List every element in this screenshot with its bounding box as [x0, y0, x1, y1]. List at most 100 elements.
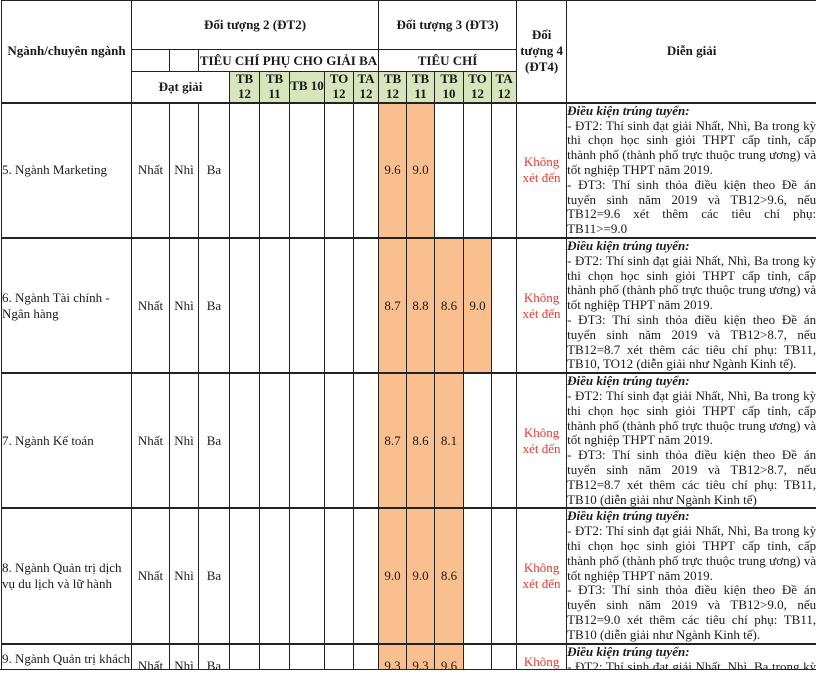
header-row-2: TIÊU CHÍ PHỤ CHO GIẢI BA TIÊU CHÍ [2, 49, 816, 72]
dt2-tb11-cell [259, 372, 290, 509]
dt2-ta12-cell [352, 237, 380, 374]
dt3-tb10-cell [434, 101, 465, 239]
explanation-dt2-line: - ĐT2: Thí sinh đạt giải Nhất, Nhì, Ba t… [567, 388, 816, 448]
dt3-tb11-cell: 8.8 [406, 237, 436, 374]
explanation-dt2-line: - ĐT2: Thí sinh đạt giải Nhất, Nhì, Ba t… [567, 117, 816, 178]
dt2-tb10-cell [289, 237, 325, 374]
dt3-ta12-cell [491, 372, 518, 509]
prize-nhi-cell: Nhì [169, 643, 199, 669]
prize-nhat-cell: Nhất [131, 237, 170, 374]
dt3-ta12-cell [491, 507, 518, 645]
explanation-dt3-line: - ĐT3: Thí sinh thỏa điều kiện theo Đề á… [567, 582, 816, 642]
prize-ba-cell: Ba [198, 643, 230, 669]
dt2-tb12-cell [229, 372, 260, 509]
explanation-cell: Điều kiện trúng tuyển: - ĐT2: Thí sinh đ… [566, 507, 816, 645]
prize-nhi-cell: Nhì [169, 372, 199, 509]
dt2-tb11-cell [259, 101, 290, 239]
prize-ba-cell: Ba [198, 101, 230, 239]
dt2-tb10-cell [289, 643, 325, 669]
dt2-to12-cell [324, 101, 354, 239]
dt3-to12-cell [463, 372, 493, 509]
explanation-cell: Điều kiện trúng tuyển: - ĐT2: Thí sinh đ… [566, 643, 816, 670]
header-dt3: Đối tượng 3 (ĐT3) [378, 0, 518, 50]
dt2-to12-cell [324, 237, 354, 374]
explanation-dt2-line: - ĐT2: Thí sinh đạt giải Nhất, Nhì, Ba t… [567, 659, 816, 670]
explanation-dt3-line: - ĐT3: Thí sinh thỏa điều kiện theo Đề á… [567, 312, 816, 372]
dt2-tb12-cell [229, 237, 260, 374]
major-name-cell: 5. Ngành Marketing [1, 101, 132, 239]
prize-nhat-cell: Nhất [131, 101, 170, 239]
dt3-ta12-cell [491, 237, 518, 374]
table-row: 7. Ngành Kế toán Nhất Nhì Ba 8.7 8.6 8.1… [1, 372, 816, 509]
dt2-to12-cell [324, 643, 354, 669]
dt2-tb12-cell [229, 507, 260, 645]
dt2-tb12-cell [229, 643, 260, 669]
criterion-header-dt2-ta12: TA 12 [352, 70, 380, 104]
header-dt2-sub-criteria: TIÊU CHÍ PHỤ CHO GIẢI BA [197, 49, 380, 72]
table-row: 5. Ngành Marketing Nhất Nhì Ba 9.6 9.0 K… [1, 101, 816, 239]
dt3-tb10-cell: 9.6 [434, 643, 465, 669]
major-name-cell: 8. Ngành Quản trị dịch vụ du lịch và lữ … [1, 507, 132, 645]
dt3-tb12-cell: 9.3 [378, 643, 408, 669]
dt4-note-cell: Không xét đến [516, 237, 568, 374]
header-major-column: Ngành/chuyên ngành [1, 0, 132, 104]
criterion-header-dt2-tb10: TB 10 [289, 70, 325, 104]
dt2-tb10-cell [289, 507, 325, 645]
dt3-tb11-cell: 9.0 [406, 101, 436, 239]
dt2-ta12-cell [352, 101, 380, 239]
dt2-tb11-cell [259, 507, 290, 645]
header-dt3-sub-criteria: TIÊU CHÍ [378, 49, 518, 72]
major-name-cell: 9. Ngành Quản trị khách sạn [1, 643, 132, 669]
dt2-ta12-cell [352, 643, 380, 669]
dt2-ta12-cell [352, 507, 380, 645]
dt4-note-cell: Không xét đến [516, 643, 568, 669]
explanation-dt2-line: - ĐT2: Thí sinh đạt giải Nhất, Nhì, Ba t… [567, 252, 816, 313]
dt3-tb11-cell: 9.3 [406, 643, 436, 669]
header-dt2: Đối tượng 2 (ĐT2) [130, 0, 380, 50]
criterion-header-dt2-to12: TO 12 [324, 70, 354, 104]
explanation-cell: Điều kiện trúng tuyển: - ĐT2: Thí sinh đ… [566, 372, 816, 509]
dt3-ta12-cell [491, 101, 518, 239]
dt3-ta12-cell [491, 643, 518, 669]
explanation-cell: Điều kiện trúng tuyển: - ĐT2: Thí sinh đ… [566, 101, 816, 239]
dt2-tb12-cell [229, 101, 260, 239]
prize-nhat-cell: Nhất [131, 643, 170, 669]
criterion-header-dt2-tb11: TB 11 [259, 70, 290, 104]
dt3-tb12-cell: 8.7 [378, 372, 408, 509]
header-dat-giai: Đạt giải [131, 70, 230, 104]
header-empty-cell [131, 49, 170, 72]
explanation-dt3-line: - ĐT3: Thí sinh thỏa điều kiện theo Đề á… [567, 447, 816, 507]
explanation-cell: Điều kiện trúng tuyển: - ĐT2: Thí sinh đ… [566, 237, 816, 374]
criterion-header-dt3-tb12: TB 12 [378, 70, 408, 104]
dt2-tb10-cell [289, 101, 325, 239]
explanation-title: Điều kiện trúng tuyển: [567, 508, 690, 524]
dt2-to12-cell [324, 507, 354, 645]
prize-ba-cell: Ba [198, 372, 230, 509]
header-empty-cell [169, 49, 199, 72]
dt3-to12-cell [463, 643, 493, 669]
criterion-header-dt3-ta12: TA 12 [491, 70, 518, 104]
dt4-note-cell: Không xét đến [516, 372, 568, 509]
prize-nhi-cell: Nhì [169, 101, 199, 239]
dt3-to12-cell [463, 507, 493, 645]
prize-ba-cell: Ba [198, 507, 230, 645]
explanation-title: Điều kiện trúng tuyển: [567, 102, 690, 118]
dt3-to12-cell: 9.0 [463, 237, 493, 374]
dt3-tb12-cell: 8.7 [378, 237, 408, 374]
table-row: 8. Ngành Quản trị dịch vụ du lịch và lữ … [1, 507, 816, 645]
criterion-header-dt2-tb12: TB 12 [229, 70, 260, 104]
prize-ba-cell: Ba [198, 237, 230, 374]
dt3-tb11-cell: 8.6 [406, 372, 436, 509]
criterion-header-dt3-to12: TO 12 [463, 70, 493, 104]
dt4-note-cell: Không xét đến [516, 101, 568, 239]
explanation-title: Điều kiện trúng tuyển: [567, 644, 690, 660]
header-dien-giai: Diễn giải [566, 0, 816, 104]
dt2-to12-cell [324, 372, 354, 509]
header-row-1: Ngành/chuyên ngành Đối tượng 2 (ĐT2) Đối… [1, 0, 816, 104]
header-dt4: Đối tượng 4 (ĐT4) [516, 0, 568, 104]
dt3-tb10-cell: 8.6 [434, 507, 465, 645]
dt3-tb12-cell: 9.6 [378, 101, 408, 239]
major-name-cell: 6. Ngành Tài chính - Ngân hàng [1, 237, 132, 374]
